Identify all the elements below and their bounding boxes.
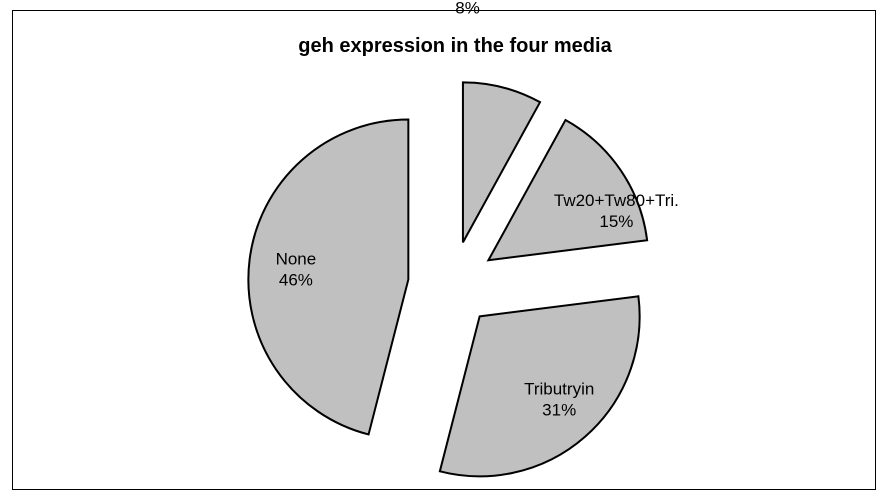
slice-value-label: 15%	[599, 212, 633, 231]
pie-slice-4	[247, 118, 410, 436]
pie-slice-1	[461, 81, 542, 243]
slice-label-4: None 46%	[276, 250, 317, 290]
slice-label-2: Tw20+Tw80+Tri. 15%	[554, 191, 679, 231]
pie-slice-3	[438, 295, 641, 478]
slice-label-3: Tributryin 31%	[524, 379, 594, 419]
pie-slice-labels: Tw20+Tw80+L.E+Tri8% Tw20+Tw80+Tri. 15% Trib…	[276, 0, 679, 419]
slice-category-label: None	[276, 250, 317, 269]
slice-category-label: Tributryin	[524, 379, 594, 398]
chart-area	[12, 10, 876, 490]
chart-title: geh expression in the four media	[298, 35, 612, 57]
slice-label-1: Tw20+Tw80+L.E+Tri8%	[404, 0, 531, 17]
pie-slice-2	[486, 118, 649, 262]
slice-value-label: 31%	[542, 400, 576, 419]
slice-value-label: 8%	[455, 0, 480, 17]
slice-value-label: 46%	[279, 271, 313, 290]
slice-category-label: Tw20+Tw80+Tri.	[554, 191, 679, 210]
pie-slices	[247, 81, 649, 478]
